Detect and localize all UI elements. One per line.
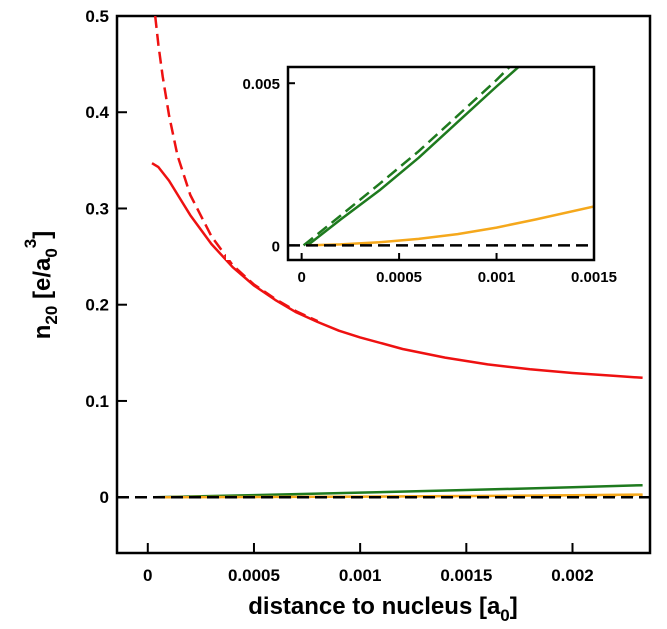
x-axis-title: distance to nucleus [a0]	[248, 593, 518, 625]
y-axis-title-sup: 3	[21, 239, 40, 248]
x-tick-label-3: 0.0015	[440, 566, 492, 585]
y-axis-title: n20 [e/a03]	[21, 231, 61, 340]
y-axis-title-sub: 20	[42, 306, 61, 325]
svg-text:n20 [e/a03]: n20 [e/a03]	[21, 231, 61, 340]
x-tick-label-0: 0	[143, 566, 152, 585]
inset-series-line-2	[307, 205, 594, 247]
main-ticks: 0 0.0005 0.001 0.0015 0.002 0 0.1 0.2 0.3 0.4 0.5	[85, 7, 593, 585]
inset-frame	[286, 65, 596, 262]
inset: 0 0.0005 0.001 0.0015 0 0.005	[226, 65, 617, 286]
y-tick-label-4: 0.4	[85, 103, 109, 122]
x-axis-title-tail: ]	[510, 593, 518, 620]
inset-y-tick-label-1: 0.005	[242, 76, 280, 93]
inset-x-tick-label-0: 0	[297, 269, 305, 286]
y-tick-label-0: 0	[100, 488, 109, 507]
svg-text:distance to nucleus [a0]: distance to nucleus [a0]	[248, 593, 518, 625]
x-tick-label-1: 0.0005	[228, 566, 280, 585]
inset-x-tick-label-1: 0.0005	[376, 269, 422, 286]
y-axis-title-tail: ]	[29, 231, 56, 239]
inset-ticks: 0 0.0005 0.001 0.0015 0 0.005	[242, 76, 616, 286]
series-line-2	[154, 483, 643, 499]
x-axis-title-main: distance to nucleus [a	[248, 593, 501, 620]
x-tick-label-4: 0.002	[551, 566, 594, 585]
inset-y-tick-label-0: 0	[272, 238, 280, 255]
y-tick-label-5: 0.5	[85, 7, 109, 26]
y-tick-label-3: 0.3	[85, 199, 109, 218]
plot-frame	[115, 14, 652, 555]
y-axis-title-main: n	[29, 325, 56, 340]
x-axis-title-sub: 0	[500, 606, 509, 625]
y-axis-title-sub2: 0	[42, 248, 61, 257]
y-axis-title-mid: [e/a	[29, 257, 56, 306]
inset-series-line-0	[306, 67, 521, 247]
series-line-1	[151, 162, 643, 380]
inset-x-tick-label-2: 0.001	[478, 269, 516, 286]
main-series	[117, 16, 650, 499]
x-tick-label-2: 0.001	[339, 566, 382, 585]
inset-series	[288, 67, 594, 247]
y-tick-label-1: 0.1	[85, 392, 109, 411]
inset-series-line-1	[302, 67, 512, 247]
y-tick-label-2: 0.2	[85, 296, 109, 315]
inset-x-tick-label-3: 0.0015	[571, 269, 617, 286]
series-line-0	[153, 16, 319, 323]
